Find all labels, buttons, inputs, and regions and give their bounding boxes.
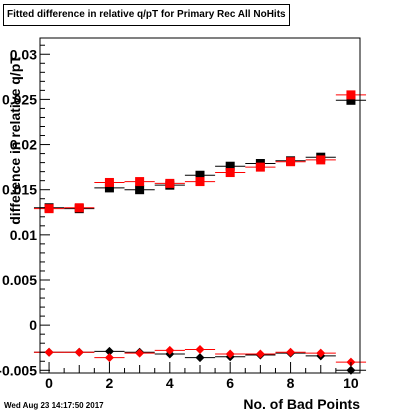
timestamp: Wed Aug 23 14:17:50 2017 — [4, 401, 104, 410]
y-tick-label: 0.01 — [10, 227, 37, 243]
data-point — [124, 185, 155, 195]
data-point — [184, 177, 216, 187]
y-tick-label: 0 — [29, 317, 37, 333]
y-tick-label: 0.005 — [2, 272, 37, 288]
diamond-marker — [316, 348, 326, 358]
data-point — [245, 349, 276, 359]
y-tick-label: 0.025 — [2, 91, 37, 107]
x-tick-label: 0 — [45, 375, 53, 391]
square-marker — [225, 161, 235, 171]
data-point — [335, 95, 367, 105]
data-point — [94, 183, 125, 193]
square-marker — [346, 95, 356, 105]
square-marker — [225, 168, 235, 178]
data-point — [305, 155, 336, 165]
x-tick-label: 8 — [287, 375, 295, 391]
square-marker — [104, 177, 114, 187]
data-point — [215, 161, 246, 171]
data-point — [184, 353, 216, 363]
chart-marks — [33, 90, 367, 375]
data-point — [184, 170, 216, 180]
plot-frame — [39, 37, 361, 374]
data-point — [245, 162, 276, 172]
square-marker — [74, 203, 84, 213]
y-tick-label: 0.03 — [10, 46, 37, 62]
square-marker — [346, 90, 356, 100]
data-point — [124, 177, 155, 187]
diamond-marker — [135, 348, 145, 358]
data-point — [94, 346, 125, 356]
square-marker — [165, 178, 175, 188]
data-point — [335, 90, 367, 100]
x-tick-label: 4 — [166, 375, 174, 391]
diamond-marker — [286, 347, 296, 357]
data-point — [94, 177, 125, 187]
diamond-marker — [195, 353, 205, 363]
x-tick-label: 2 — [106, 375, 114, 391]
x-tick-label: 10 — [343, 375, 359, 391]
data-point — [154, 178, 185, 188]
y-tick-label: 0.015 — [2, 182, 37, 198]
y-axis-label: difference in relative q/pT — [7, 55, 23, 225]
square-marker — [135, 185, 145, 195]
square-marker — [255, 162, 265, 172]
square-marker — [286, 157, 296, 167]
data-point — [33, 204, 65, 214]
data-point — [215, 168, 246, 178]
x-tick-label: 6 — [226, 375, 234, 391]
data-point — [305, 348, 336, 358]
diamond-marker — [225, 349, 235, 359]
diamond-marker — [104, 353, 114, 363]
diamond-marker — [104, 346, 114, 356]
diamond-marker — [255, 349, 265, 359]
data-point — [275, 157, 306, 167]
chart-axes: 0 2 4 6 8 10 -0.005 0 0.005 0.01 0.015 0.02 0.025 0.0… — [0, 37, 361, 391]
chart-title: Fitted difference in relative q/pT for P… — [3, 4, 290, 26]
square-marker — [104, 183, 114, 193]
data-point — [64, 347, 95, 357]
diamond-marker — [165, 345, 175, 355]
data-point — [275, 347, 306, 357]
square-marker — [195, 177, 205, 187]
square-marker — [135, 177, 145, 187]
diamond-marker — [44, 347, 54, 357]
data-point — [184, 345, 216, 355]
y-tick-label: -0.005 — [0, 362, 37, 378]
data-point — [64, 203, 95, 213]
data-point — [154, 345, 185, 355]
diamond-marker — [195, 345, 205, 355]
data-point — [94, 353, 125, 363]
square-marker — [195, 170, 205, 180]
square-marker — [316, 155, 326, 165]
diamond-marker — [74, 347, 84, 357]
data-point — [124, 348, 155, 358]
data-point — [33, 347, 65, 357]
x-axis-label: No. of Bad Points — [243, 396, 360, 412]
square-marker — [44, 204, 54, 214]
y-tick-label: 0.02 — [10, 137, 37, 153]
data-point — [215, 349, 246, 359]
